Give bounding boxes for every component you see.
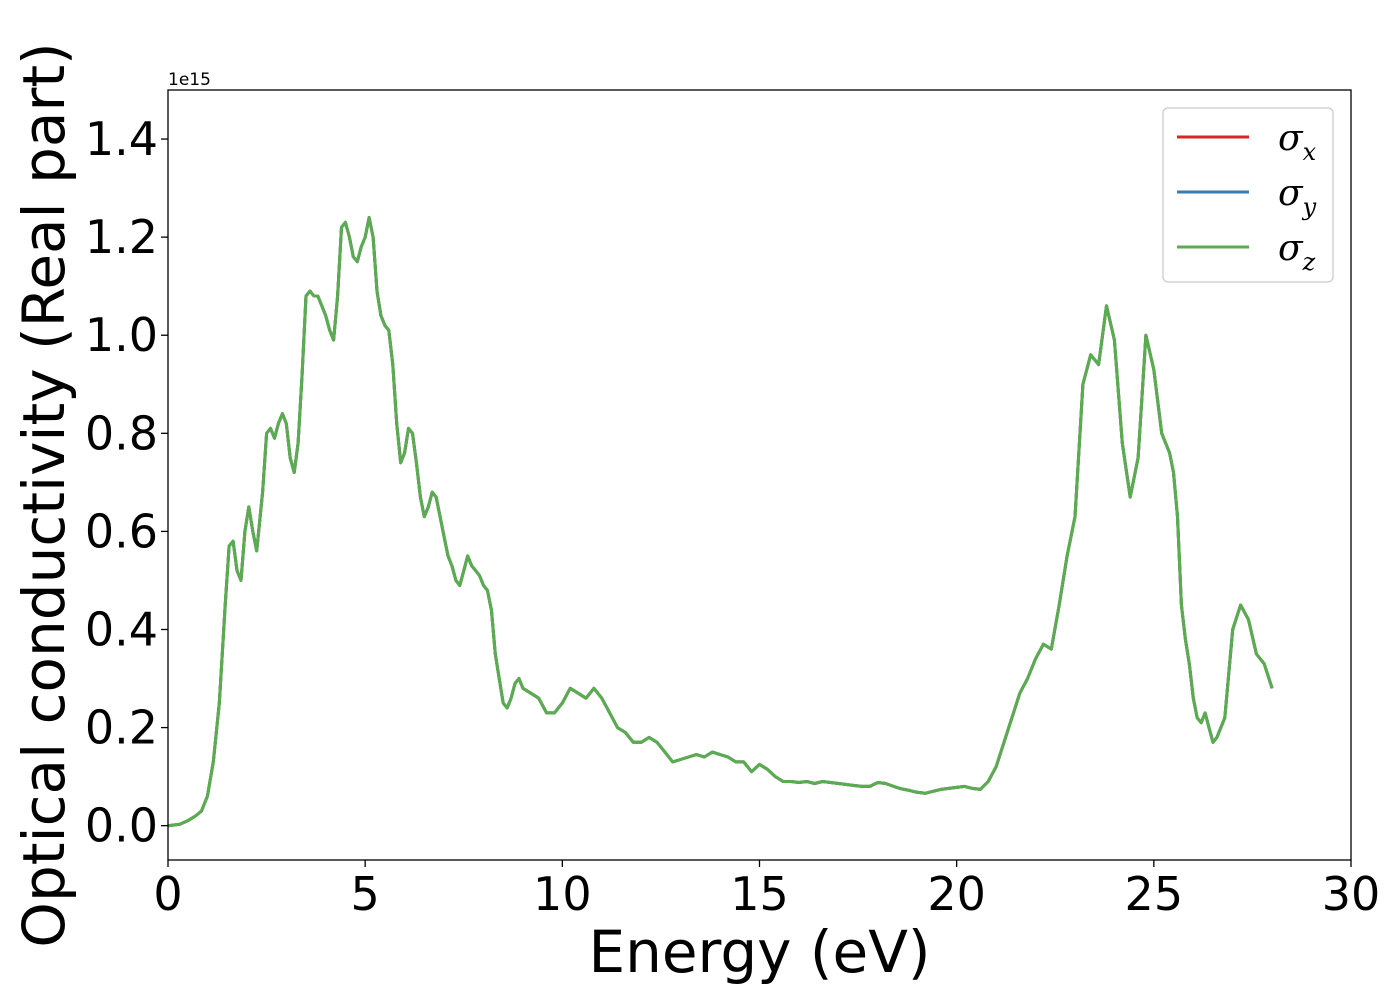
x-axis-title: Energy (eV): [588, 918, 930, 986]
plot-area: [167, 216, 1274, 828]
y-offset-label: 1e15: [168, 70, 211, 90]
x-tick-label: 10: [533, 867, 592, 921]
x-tick-label: 25: [1125, 867, 1184, 921]
y-tick-label: 1.0: [85, 308, 158, 362]
x-tick-label: 5: [351, 867, 380, 921]
x-tick-label: 20: [927, 867, 986, 921]
x-tick-label: 15: [730, 867, 789, 921]
y-tick-label: 0.8: [85, 406, 158, 460]
y-tick-label: 1.4: [85, 112, 158, 166]
x-axis: 0 5 10 15 20 25 30: [153, 860, 1380, 921]
y-tick-label: 0.2: [85, 701, 158, 755]
legend-box: [1162, 107, 1334, 283]
y-axis-title: Optical conductivity (Real part): [10, 42, 78, 947]
y-tick-label: 1.2: [85, 210, 158, 264]
legend-label-z: σz: [1278, 228, 1316, 276]
series-line-z: [167, 216, 1274, 828]
y-axis: 0.0 0.2 0.4 0.6 0.8 1.0 1.2 1.4: [85, 112, 168, 853]
y-tick-label: 0.4: [85, 602, 158, 656]
y-tick-label: 0.0: [85, 799, 158, 853]
x-tick-label: 30: [1322, 867, 1381, 921]
y-tick-label: 0.6: [85, 504, 158, 558]
x-tick-label: 0: [153, 867, 182, 921]
